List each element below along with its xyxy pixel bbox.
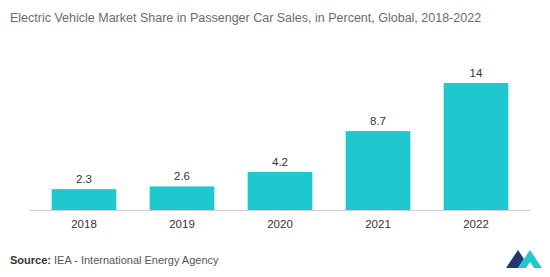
source-text: IEA - International Energy Agency xyxy=(51,254,219,266)
bar xyxy=(346,131,411,210)
bar xyxy=(444,83,509,210)
x-tick-label: 2022 xyxy=(463,218,489,230)
source-prefix: Source: xyxy=(10,254,51,266)
data-labels: 2.3 2.6 4.2 8.7 14 xyxy=(76,67,483,185)
bars xyxy=(52,83,509,210)
x-tick-labels: 2018 2019 2020 2021 2022 xyxy=(71,218,489,230)
title: Electric Vehicle Market Share in Passeng… xyxy=(10,11,481,25)
x-axis-line xyxy=(30,210,530,211)
bar xyxy=(52,189,117,210)
data-label: 14 xyxy=(470,67,483,79)
data-label: 2.3 xyxy=(76,173,92,185)
x-tick-label: 2021 xyxy=(365,218,391,230)
x-tick-label: 2020 xyxy=(267,218,293,230)
data-label: 8.7 xyxy=(370,115,386,127)
bar xyxy=(248,172,313,210)
source: Source: IEA - International Energy Agenc… xyxy=(10,254,219,266)
logo xyxy=(506,250,542,268)
chart-container: Electric Vehicle Market Share in Passeng… xyxy=(0,0,550,277)
logo-shape xyxy=(518,250,542,268)
chart-svg: Electric Vehicle Market Share in Passeng… xyxy=(0,0,550,277)
bar xyxy=(150,186,215,210)
x-tick-label: 2019 xyxy=(169,218,195,230)
data-label: 4.2 xyxy=(272,156,288,168)
x-tick-label: 2018 xyxy=(71,218,97,230)
data-label: 2.6 xyxy=(174,170,190,182)
